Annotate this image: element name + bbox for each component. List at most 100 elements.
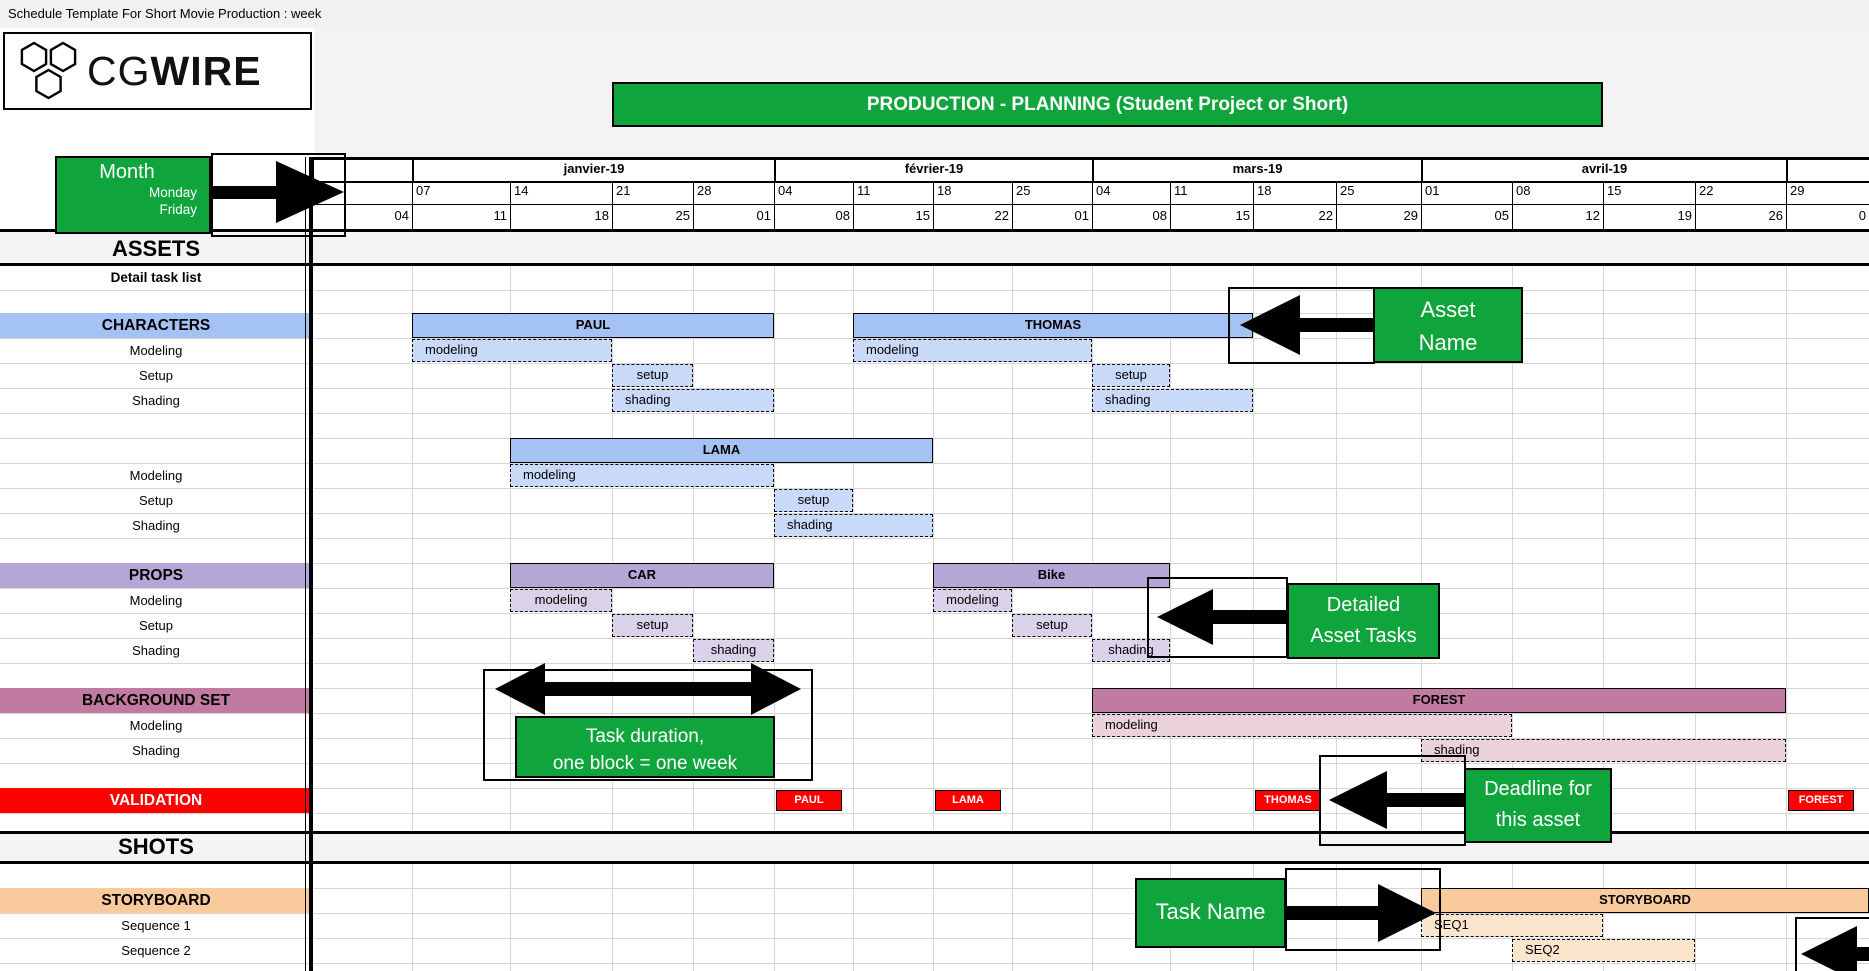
sidebar-row-b-mod[interactable]: Modeling [129,718,183,733]
gantt-bar-paul[interactable]: PAUL [412,313,774,338]
monday-cell[interactable]: 07 [412,181,510,204]
gantt-bar-modeling[interactable]: modeling [510,589,612,612]
gantt-bar-thomas[interactable]: THOMAS [853,313,1253,338]
sidebar-row-l-setup[interactable]: Setup [139,493,173,508]
gantt-bar-setup[interactable]: setup [1092,364,1170,387]
monday-cell[interactable]: 18 [1253,181,1336,204]
gantt-bar-setup[interactable]: setup [612,614,693,637]
gantt-bar-shading[interactable]: shading [612,389,774,412]
sidebar-row-storyboard[interactable]: STORYBOARD [0,888,312,913]
month-cell-empty[interactable] [1786,157,1869,181]
friday-cell[interactable]: 01 [693,204,774,229]
gantt-bar-shading[interactable]: shading [774,514,933,537]
sidebar-row-p-mod[interactable]: Modeling [129,593,183,608]
month-cell-avril-19[interactable]: avril-19 [1421,157,1786,181]
friday-cell[interactable]: 15 [1170,204,1253,229]
sidebar-row-detail[interactable]: Detail task list [110,270,202,285]
gantt-bar-shading[interactable]: shading [1092,389,1253,412]
sidebar-row-validation[interactable]: VALIDATION [0,788,312,813]
monday-cell[interactable]: 11 [853,181,933,204]
friday-cell[interactable]: 15 [853,204,933,229]
friday-cell[interactable]: 19 [1603,204,1695,229]
gantt-bar-setup[interactable]: setup [774,489,853,512]
gantt-bar-modeling[interactable]: modeling [1092,714,1512,737]
column-gridline [853,230,854,971]
sidebar-divider-thin [305,157,306,971]
friday-cell[interactable]: 0 [1786,204,1869,229]
sidebar-row-assets[interactable]: ASSETS [111,236,201,261]
friday-cell[interactable]: 01 [1012,204,1092,229]
asset-name-arrow-shaft [1296,318,1376,332]
monday-cell[interactable]: 04 [774,181,853,204]
gantt-bar-seq1[interactable]: SEQ1 [1421,914,1603,937]
friday-cell[interactable]: 29 [1336,204,1421,229]
friday-cell[interactable]: 11 [412,204,510,229]
validation-chip-lama[interactable]: LAMA [935,790,1001,811]
monday-cell[interactable]: 04 [1092,181,1170,204]
gantt-bar-shading[interactable]: shading [1421,739,1786,762]
gantt-bar-modeling[interactable]: modeling [510,464,774,487]
column-gridline [774,230,775,971]
month-cell-mars-19[interactable]: mars-19 [1092,157,1421,181]
sidebar-row-l-shad[interactable]: Shading [132,518,180,533]
sidebar-row-b-shad[interactable]: Shading [132,743,180,758]
monday-cell[interactable]: 22 [1695,181,1786,204]
friday-cell[interactable]: 08 [1092,204,1170,229]
gantt-bar-forest[interactable]: FOREST [1092,688,1786,713]
friday-cell[interactable]: 22 [933,204,1012,229]
sidebar-row-seq2[interactable]: Sequence 2 [121,943,191,958]
monday-cell[interactable]: 08 [1512,181,1603,204]
gantt-bar-car[interactable]: CAR [510,563,774,588]
friday-cell[interactable]: 22 [1253,204,1336,229]
month-cell-janvier-19[interactable]: janvier-19 [412,157,774,181]
sidebar-row-shots[interactable]: SHOTS [118,834,194,859]
gantt-bar-modeling[interactable]: modeling [412,339,612,362]
monday-cell[interactable]: 14 [510,181,612,204]
monday-cell[interactable]: 28 [693,181,774,204]
monday-cell[interactable]: 21 [612,181,693,204]
column-gridline [1012,230,1013,971]
sidebar-row-p-setup[interactable]: Setup [139,618,173,633]
monday-cell[interactable]: 01 [1421,181,1512,204]
month-cell-f-vrier-19[interactable]: février-19 [774,157,1092,181]
sidebar-row-c-mod[interactable]: Modeling [129,343,183,358]
gantt-bar-setup[interactable]: setup [1012,614,1092,637]
sidebar-row-characters[interactable]: CHARACTERS [0,313,312,338]
monday-cell[interactable]: 11 [1170,181,1253,204]
gantt-bar-modeling[interactable]: modeling [853,339,1092,362]
friday-cell[interactable]: 26 [1695,204,1786,229]
sidebar-row-p-shad[interactable]: Shading [132,643,180,658]
friday-cell[interactable]: 12 [1512,204,1603,229]
sidebar-row-props[interactable]: PROPS [0,563,312,588]
sidebar-row-c-setup[interactable]: Setup [139,368,173,383]
row-gridline [0,613,1869,614]
row-gridline [0,290,1869,291]
gantt-bar-storyboard[interactable]: STORYBOARD [1421,888,1869,913]
monday-cell[interactable]: 15 [1603,181,1695,204]
friday-cell[interactable]: 18 [510,204,612,229]
validation-chip-paul[interactable]: PAUL [776,790,842,811]
gantt-bar-shading[interactable]: shading [693,639,774,662]
friday-cell[interactable]: 05 [1421,204,1512,229]
monday-cell[interactable]: 29 [1786,181,1869,204]
gantt-bar-lama[interactable]: LAMA [510,438,933,463]
validation-chip-forest[interactable]: FOREST [1788,790,1854,811]
row-gridline [0,738,1869,739]
sidebar-row-seq1[interactable]: Sequence 1 [121,918,191,933]
monday-cell[interactable]: 25 [1336,181,1421,204]
sidebar-row-l-mod[interactable]: Modeling [129,468,183,483]
gantt-bar-bike[interactable]: Bike [933,563,1170,588]
row-gridline [0,388,1869,389]
sidebar-row-bg[interactable]: BACKGROUND SET [0,688,312,713]
sidebar-row-c-shad[interactable]: Shading [132,393,180,408]
gantt-bar-seq2[interactable]: SEQ2 [1512,939,1695,962]
cut-callout-frame [1795,917,1869,971]
friday-cell[interactable]: 08 [774,204,853,229]
friday-cell[interactable]: 25 [612,204,693,229]
monday-cell[interactable]: 18 [933,181,1012,204]
validation-chip-thomas[interactable]: THOMAS [1255,790,1321,811]
gantt-bar-modeling[interactable]: modeling [933,589,1012,612]
gantt-bar-setup[interactable]: setup [612,364,693,387]
monday-cell[interactable]: 25 [1012,181,1092,204]
task-duration-callout-frame [483,669,813,781]
